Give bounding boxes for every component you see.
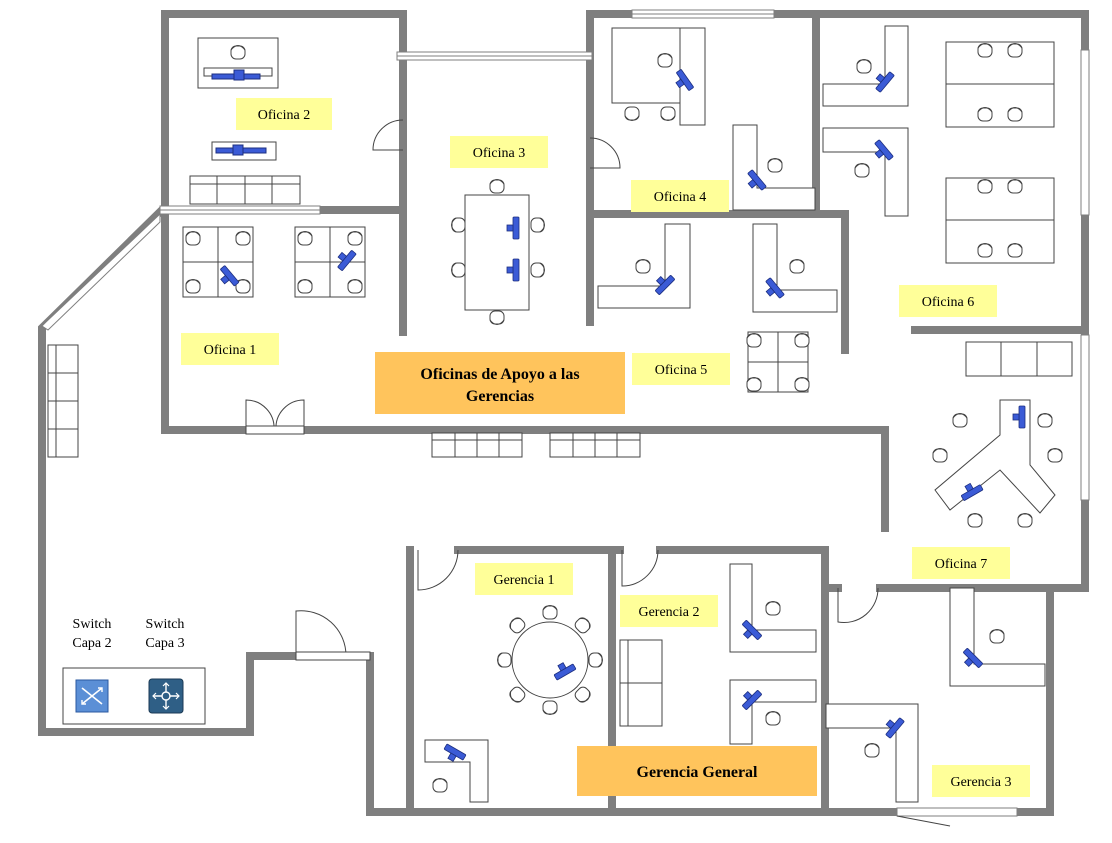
switch-capa2-label-line1: Switch	[73, 617, 112, 632]
label-oficina-4: Oficina 4	[654, 190, 706, 205]
label-gerencia-2: Gerencia 2	[638, 605, 699, 620]
title-oficinas-apoyo-line2: Gerencias	[466, 388, 534, 405]
room-labels: Oficina 2 Oficina 3 Oficina 4 Oficina 1 …	[181, 98, 1030, 797]
openings	[41, 9, 1090, 817]
label-oficina-2: Oficina 2	[258, 108, 310, 123]
title-oficinas-apoyo-line1: Oficinas de Apoyo a las	[420, 366, 579, 383]
switch-capa2-label-line2: Capa 2	[72, 636, 111, 651]
label-gerencia-3: Gerencia 3	[950, 775, 1011, 790]
switch-capa3-icon	[148, 678, 184, 714]
switch-capa3-label-line2: Capa 3	[145, 636, 184, 651]
furniture	[47, 25, 1073, 803]
label-oficina-7: Oficina 7	[935, 557, 987, 572]
label-oficina-3: Oficina 3	[473, 146, 525, 161]
switch-capa3-label-line1: Switch	[146, 617, 185, 632]
label-gerencia-1: Gerencia 1	[493, 573, 554, 588]
label-oficina-6: Oficina 6	[922, 295, 974, 310]
label-oficina-1: Oficina 1	[204, 343, 256, 358]
label-oficina-5: Oficina 5	[655, 363, 707, 378]
switch-capa2-icon	[75, 679, 109, 713]
doors	[245, 119, 951, 827]
title-gerencia-general: Gerencia General	[637, 764, 759, 781]
network-rack: Switch Capa 2 Switch Capa 3	[62, 617, 206, 725]
title-boxes: Oficinas de Apoyo a las Gerencias Gerenc…	[375, 352, 817, 796]
